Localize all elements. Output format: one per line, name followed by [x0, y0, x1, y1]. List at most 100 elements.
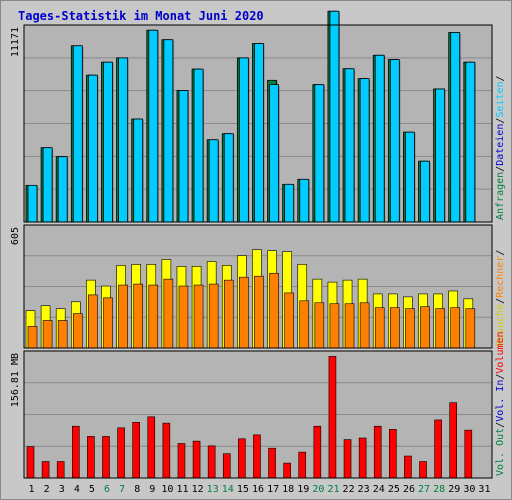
bar-volumen-27: [419, 461, 427, 479]
bar-dateien-13: [208, 139, 219, 223]
bar-rechner-30: [465, 308, 476, 349]
bar-volumen-2: [41, 461, 50, 479]
legend-item-vol-out: Vol. Out: [495, 428, 506, 476]
bar-rechner-11: [178, 285, 189, 349]
bar-rechner-3: [57, 320, 68, 349]
bar-volumen-17: [268, 447, 276, 479]
legend-item-rechner: Rechner: [495, 256, 506, 298]
x-tick-24: 24: [373, 484, 385, 495]
x-tick-5: 5: [89, 484, 95, 495]
x-tick-20: 20: [312, 484, 324, 495]
legend-item-anfragen: Anfragen: [495, 172, 506, 220]
bar-dateien-7: [118, 57, 128, 223]
bar-dateien-28: [435, 88, 446, 223]
x-tick-12: 12: [192, 484, 204, 495]
bar-dateien-15: [238, 57, 249, 223]
bar-rechner-20: [314, 302, 325, 349]
bar-volumen-20: [313, 425, 322, 479]
legend-item-volumen: Volumen: [495, 331, 506, 373]
x-tick-31: 31: [478, 484, 490, 495]
legend-item-sep: /: [495, 250, 506, 256]
bar-rechner-16: [254, 275, 264, 349]
bar-rechner-17: [269, 272, 279, 349]
bar-dateien-9: [148, 29, 159, 223]
ymax-label-bottom: 156.81 MB: [10, 353, 21, 407]
legend-bottom: Vol. Out/Vol. In/Volumen: [495, 331, 506, 476]
plot-border-bottom: [23, 350, 493, 479]
x-tick-10: 10: [161, 484, 173, 495]
x-tick-7: 7: [119, 484, 125, 495]
ymax-label-middle: 605: [10, 227, 21, 245]
bar-volumen-29: [449, 402, 458, 479]
bar-rechner-8: [133, 283, 143, 349]
bar-dateien-6: [103, 61, 113, 223]
bar-dateien-24: [374, 54, 385, 223]
bar-dateien-3: [57, 156, 68, 223]
legend-middle: Besuche/Rechner/: [495, 250, 506, 346]
bar-rechner-19: [299, 300, 310, 349]
bar-volumen-23: [358, 437, 367, 479]
bar-dateien-4: [72, 45, 83, 223]
legend-item-besuche: Besuche: [495, 304, 506, 346]
bar-volumen-25: [389, 429, 397, 479]
x-tick-2: 2: [44, 484, 50, 495]
bar-dateien-26: [405, 131, 415, 223]
ymax-label-top: 11171: [10, 27, 21, 57]
bar-dateien-23: [359, 78, 370, 223]
bar-dateien-17: [269, 84, 279, 223]
bar-dateien-5: [87, 74, 98, 223]
x-tick-14: 14: [222, 484, 234, 495]
legend-item-sep: /: [495, 374, 506, 380]
bar-volumen-1: [26, 446, 35, 479]
bar-volumen-15: [238, 438, 246, 479]
bar-rechner-7: [118, 284, 128, 349]
bar-dateien-10: [163, 39, 174, 223]
x-tick-15: 15: [237, 484, 249, 495]
x-tick-25: 25: [388, 484, 400, 495]
x-tick-18: 18: [282, 484, 294, 495]
bar-volumen-24: [373, 425, 382, 479]
bar-dateien-11: [178, 90, 189, 223]
legend-item-sep: /: [495, 422, 506, 428]
legend-item-sep: /: [495, 75, 506, 81]
bar-dateien-21: [329, 10, 340, 223]
bar-rechner-18: [284, 292, 294, 349]
bar-dateien-14: [223, 133, 234, 223]
bar-dateien-29: [450, 32, 461, 223]
bar-volumen-13: [207, 445, 216, 479]
bar-rechner-12: [193, 284, 204, 349]
bar-dateien-19: [299, 178, 310, 223]
bar-rechner-27: [420, 306, 430, 349]
bar-dateien-1: [27, 184, 38, 223]
legend-item-vol-in: Vol. In: [495, 380, 506, 422]
x-tick-6: 6: [104, 484, 110, 495]
legend-item-sep: /: [495, 118, 506, 124]
bar-rechner-9: [148, 284, 159, 349]
bar-volumen-18: [283, 462, 291, 479]
x-tick-16: 16: [252, 484, 264, 495]
bar-rechner-14: [223, 279, 234, 349]
bar-volumen-19: [298, 451, 307, 479]
bar-rechner-24: [374, 307, 385, 349]
x-tick-27: 27: [418, 484, 430, 495]
bar-volumen-4: [71, 425, 80, 479]
x-tick-4: 4: [74, 484, 80, 495]
bar-dateien-16: [254, 43, 264, 223]
legend-top: Anfragen/Dateien/Seiten/: [495, 75, 506, 220]
bar-volumen-11: [177, 443, 186, 479]
x-tick-9: 9: [149, 484, 155, 495]
bar-rechner-15: [239, 276, 249, 349]
bar-dateien-30: [465, 61, 476, 223]
bar-volumen-9: [147, 416, 156, 479]
chart-title: Tages-Statistik im Monat Juni 2020: [18, 9, 264, 23]
bar-dateien-18: [284, 183, 295, 223]
bar-dateien-20: [314, 84, 325, 223]
x-tick-8: 8: [134, 484, 140, 495]
bar-volumen-5: [87, 436, 95, 479]
x-tick-13: 13: [207, 484, 219, 495]
